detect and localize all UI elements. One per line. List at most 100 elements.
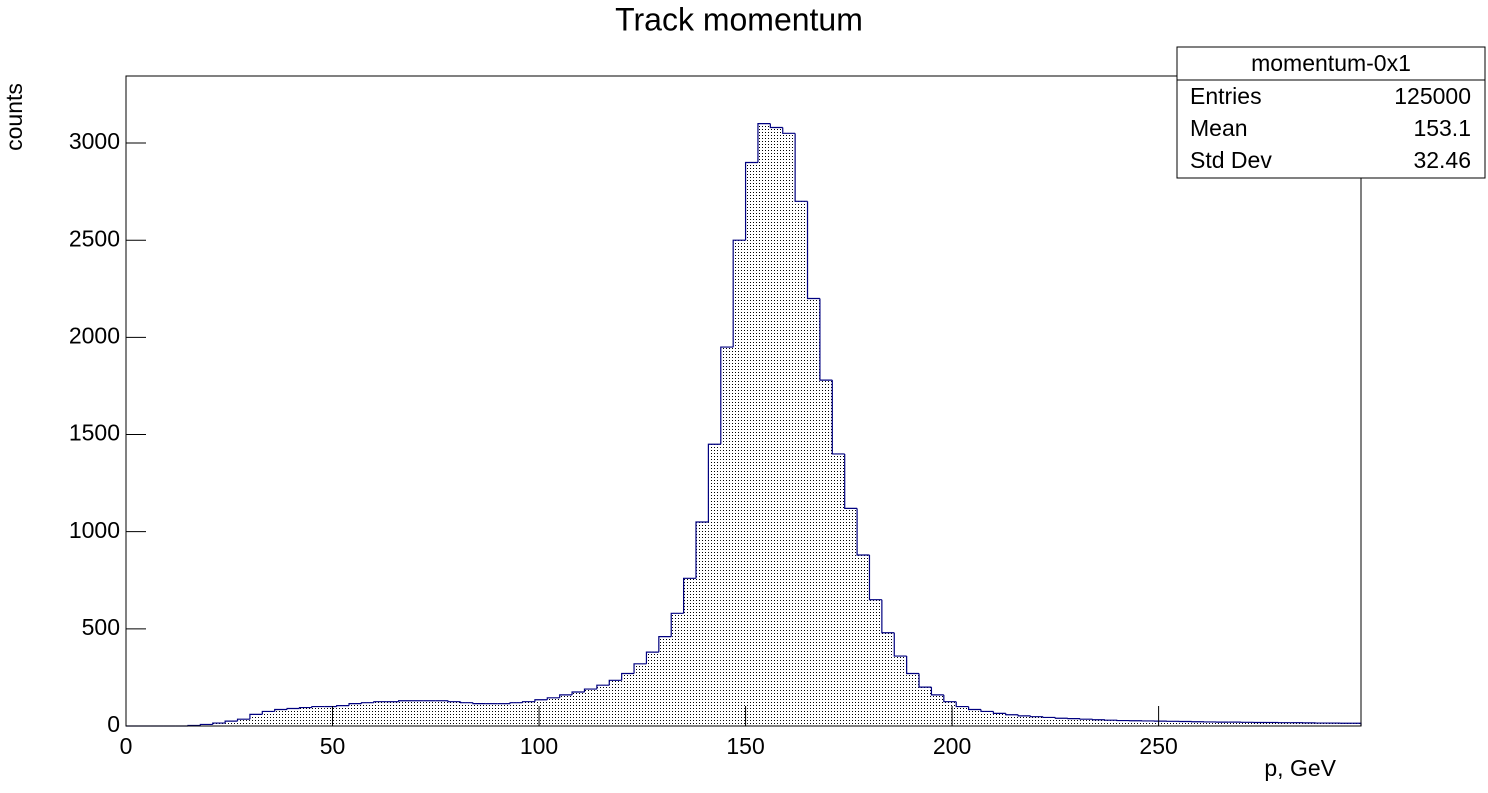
bar: [312, 707, 324, 726]
bar: [634, 664, 646, 726]
bar-outline: [461, 702, 473, 703]
bar: [560, 695, 572, 726]
x-axis-label: p, GeV: [1264, 755, 1336, 781]
bar-outline: [1093, 719, 1105, 720]
y-tick-label: 0: [107, 711, 120, 737]
bar: [733, 240, 745, 726]
x-tick-label: 100: [520, 733, 558, 759]
bar-outline: [832, 380, 844, 454]
bar: [1154, 721, 1166, 726]
bar: [386, 702, 398, 726]
bar: [299, 708, 311, 726]
bar-outline: [1043, 717, 1055, 718]
bar: [758, 124, 770, 726]
bar: [374, 702, 386, 726]
y-tick-label: 2000: [69, 322, 120, 348]
bar: [523, 702, 535, 726]
bar-outline: [820, 298, 832, 380]
y-tick-label: 500: [82, 614, 120, 640]
bar-outline: [448, 701, 460, 702]
stats-title: momentum-0x1: [1251, 50, 1411, 76]
bar: [783, 133, 795, 726]
bar-outline: [1031, 716, 1043, 717]
bar: [1130, 721, 1142, 726]
plot-area: [126, 124, 1361, 726]
bar: [461, 703, 473, 726]
bar: [993, 713, 1005, 726]
x-tick-label: 250: [1139, 733, 1177, 759]
bar: [1031, 717, 1043, 726]
bar: [696, 522, 708, 726]
bar: [1068, 719, 1080, 726]
bar: [795, 201, 807, 726]
bar: [361, 703, 373, 726]
stats-label: Mean: [1190, 115, 1248, 141]
bar: [659, 637, 671, 726]
bar: [423, 701, 435, 726]
bar: [473, 704, 485, 726]
bar-outline: [981, 709, 993, 711]
bar: [225, 721, 237, 726]
bar: [287, 709, 299, 726]
bar: [944, 702, 956, 726]
bar: [919, 687, 931, 726]
x-tick-label: 150: [726, 733, 764, 759]
bar-outline: [894, 633, 906, 656]
x-tick-label: 0: [120, 733, 133, 759]
bar-outline: [969, 707, 981, 710]
bar: [956, 707, 968, 726]
bar-outline: [931, 687, 943, 695]
bar: [609, 680, 621, 726]
bar: [597, 685, 609, 726]
bar: [436, 701, 448, 726]
stats-value: 153.1: [1413, 115, 1471, 141]
bar-outline: [473, 703, 485, 704]
bar: [1192, 722, 1204, 726]
bar-outline: [919, 674, 931, 688]
y-tick-label: 3000: [69, 128, 120, 154]
bar: [510, 703, 522, 726]
bar: [275, 709, 287, 726]
stats-label: Std Dev: [1190, 147, 1272, 173]
bar: [622, 674, 634, 726]
y-axis-label: counts: [1, 83, 27, 151]
stats-label: Entries: [1190, 83, 1262, 109]
bar: [721, 347, 733, 726]
bar: [671, 613, 683, 726]
bar: [981, 711, 993, 726]
bar-outline: [1006, 713, 1018, 714]
bar: [894, 656, 906, 726]
bar-outline: [907, 656, 919, 673]
bar: [535, 700, 547, 726]
bar-outline: [956, 702, 968, 707]
bar: [969, 709, 981, 726]
bar: [832, 454, 844, 726]
bar: [708, 444, 720, 726]
bar-outline: [882, 600, 894, 633]
bar: [572, 692, 584, 726]
bar: [411, 701, 423, 726]
y-tick-label: 2500: [69, 225, 120, 251]
bar: [746, 162, 758, 726]
bar-outline: [944, 695, 956, 702]
bar: [399, 701, 411, 726]
bar: [349, 704, 361, 726]
bar: [869, 600, 881, 726]
bar: [931, 695, 943, 726]
y-tick-label: 1500: [69, 420, 120, 446]
bar: [1167, 721, 1179, 726]
bar: [646, 652, 658, 726]
bar: [845, 508, 857, 726]
bar: [584, 689, 596, 726]
bar: [882, 633, 894, 726]
bar-outline: [1080, 719, 1092, 720]
bar: [1093, 720, 1105, 726]
bar-outline: [783, 127, 795, 133]
bar: [238, 719, 250, 726]
bar-outline: [869, 555, 881, 600]
bar-outline: [993, 711, 1005, 713]
bar: [1204, 722, 1216, 726]
x-tick-label: 50: [320, 733, 346, 759]
